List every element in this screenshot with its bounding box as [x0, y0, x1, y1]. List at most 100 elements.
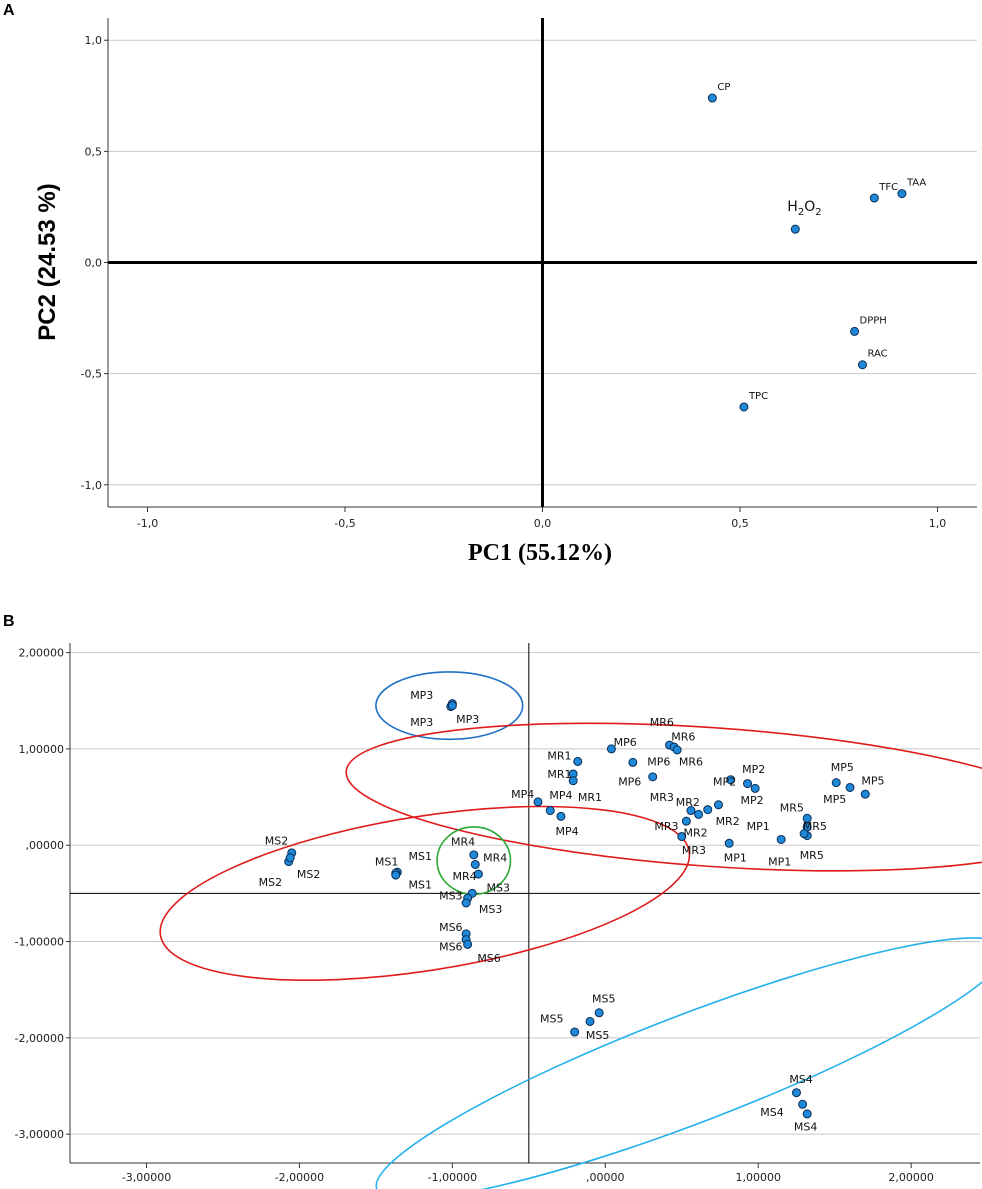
point-label: MP3 — [410, 716, 433, 729]
point-label: MP6 — [614, 736, 637, 749]
y-tick-label: 2,00000 — [19, 647, 65, 660]
data-point — [447, 701, 457, 711]
data-point — [726, 775, 736, 785]
x-tick-label: -3,00000 — [122, 1171, 171, 1184]
data-point — [285, 853, 295, 863]
point-label: MS3 — [479, 903, 502, 916]
point-label: MS2 — [297, 868, 320, 881]
data-point — [594, 1008, 604, 1018]
data-point — [897, 189, 907, 199]
point-label: DPPH — [860, 315, 887, 326]
point-label: MR4 — [451, 835, 475, 848]
data-point — [568, 776, 578, 786]
point-label: MP1 — [724, 852, 747, 865]
group-ellipse — [345, 722, 982, 872]
data-point — [681, 816, 691, 826]
point-label: MS1 — [408, 879, 431, 892]
point-label: MP5 — [823, 793, 846, 806]
point-label: MR6 — [679, 755, 703, 768]
point-label: MP4 — [555, 825, 578, 838]
panel-a-x-axis-title: PC1 (55.12%) — [468, 540, 612, 566]
data-point — [713, 800, 723, 810]
point-label: MR5 — [800, 849, 824, 862]
point-label: MP6 — [647, 755, 670, 768]
y-tick-label: -0,5 — [81, 368, 102, 381]
data-point — [686, 806, 696, 816]
y-tick-label: 0,5 — [85, 145, 103, 158]
point-label: MS4 — [760, 1106, 783, 1119]
y-tick-label: 1,00000 — [19, 743, 65, 756]
point-label: TPC — [748, 391, 768, 402]
y-tick-label: ,00000 — [26, 839, 65, 852]
y-tick-label: -2,00000 — [15, 1032, 64, 1045]
point-label: MP1 — [747, 820, 770, 833]
data-point — [776, 834, 786, 844]
data-point — [585, 1016, 595, 1026]
x-tick-label: 2,00000 — [888, 1171, 934, 1184]
data-point — [463, 939, 473, 949]
data-point — [628, 757, 638, 767]
data-point — [743, 779, 753, 789]
point-label: MS2 — [265, 834, 288, 847]
data-point — [473, 869, 483, 879]
point-label: MR3 — [650, 791, 674, 804]
group-ellipse — [375, 937, 982, 1189]
data-point — [750, 783, 760, 793]
point-label: MR6 — [650, 716, 674, 729]
point-label: MS6 — [477, 952, 500, 965]
data-point — [545, 806, 555, 816]
point-label: MS2 — [259, 876, 282, 889]
point-label: MR1 — [578, 791, 602, 804]
data-point — [391, 870, 401, 880]
point-label: MP3 — [410, 689, 433, 702]
point-label: MR4 — [483, 852, 507, 865]
data-point — [845, 782, 855, 792]
point-label: MS5 — [540, 1013, 563, 1026]
data-point — [831, 778, 841, 788]
y-tick-label: -3,00000 — [15, 1128, 64, 1141]
data-point — [799, 829, 809, 839]
data-point — [739, 402, 749, 412]
point-label: MS4 — [794, 1120, 817, 1133]
point-label: MP2 — [713, 776, 736, 789]
data-point — [672, 745, 682, 755]
point-label: MS4 — [789, 1073, 812, 1086]
panel-b-plot: 2,00000 1,00000 ,00000 -1,00000 -2,00000 -3,0… — [15, 643, 982, 1189]
point-label: CP — [717, 82, 730, 93]
plot-area — [70, 643, 980, 1163]
point-label: MR5 — [803, 820, 827, 833]
point-label: MP1 — [768, 856, 791, 869]
x-tick-label: -1,0 — [137, 517, 158, 530]
data-point — [802, 1109, 812, 1119]
data-point — [677, 832, 687, 842]
point-label: MP4 — [549, 789, 572, 802]
point-label: MS1 — [375, 856, 398, 869]
point-label: MR2 — [676, 796, 700, 809]
point-label: MR1 — [547, 768, 571, 781]
point-label: TFC — [878, 182, 898, 193]
x-tick-label: ,00000 — [586, 1171, 625, 1184]
y-tick-label: -1,0 — [81, 479, 102, 492]
point-label: MS1 — [408, 850, 431, 863]
data-point — [648, 772, 658, 782]
data-point — [857, 360, 867, 370]
point-label: MP6 — [618, 776, 641, 789]
point-label: TAA — [906, 178, 926, 189]
point-label: MS6 — [439, 921, 462, 934]
data-point — [703, 805, 713, 815]
point-label: MS3 — [486, 882, 509, 895]
data-point — [869, 193, 879, 203]
point-label: MR3 — [654, 820, 678, 833]
point-label: MR2 — [683, 827, 707, 840]
data-point — [802, 813, 812, 823]
data-point — [791, 1088, 801, 1098]
x-tick-label: 1,0 — [929, 517, 947, 530]
data-point — [461, 898, 471, 908]
group-ellipse — [375, 671, 524, 741]
data-point — [570, 1027, 580, 1037]
data-point — [724, 838, 734, 848]
point-label: MP2 — [742, 763, 765, 776]
point-label: MP5 — [861, 775, 884, 788]
data-point — [850, 326, 860, 336]
